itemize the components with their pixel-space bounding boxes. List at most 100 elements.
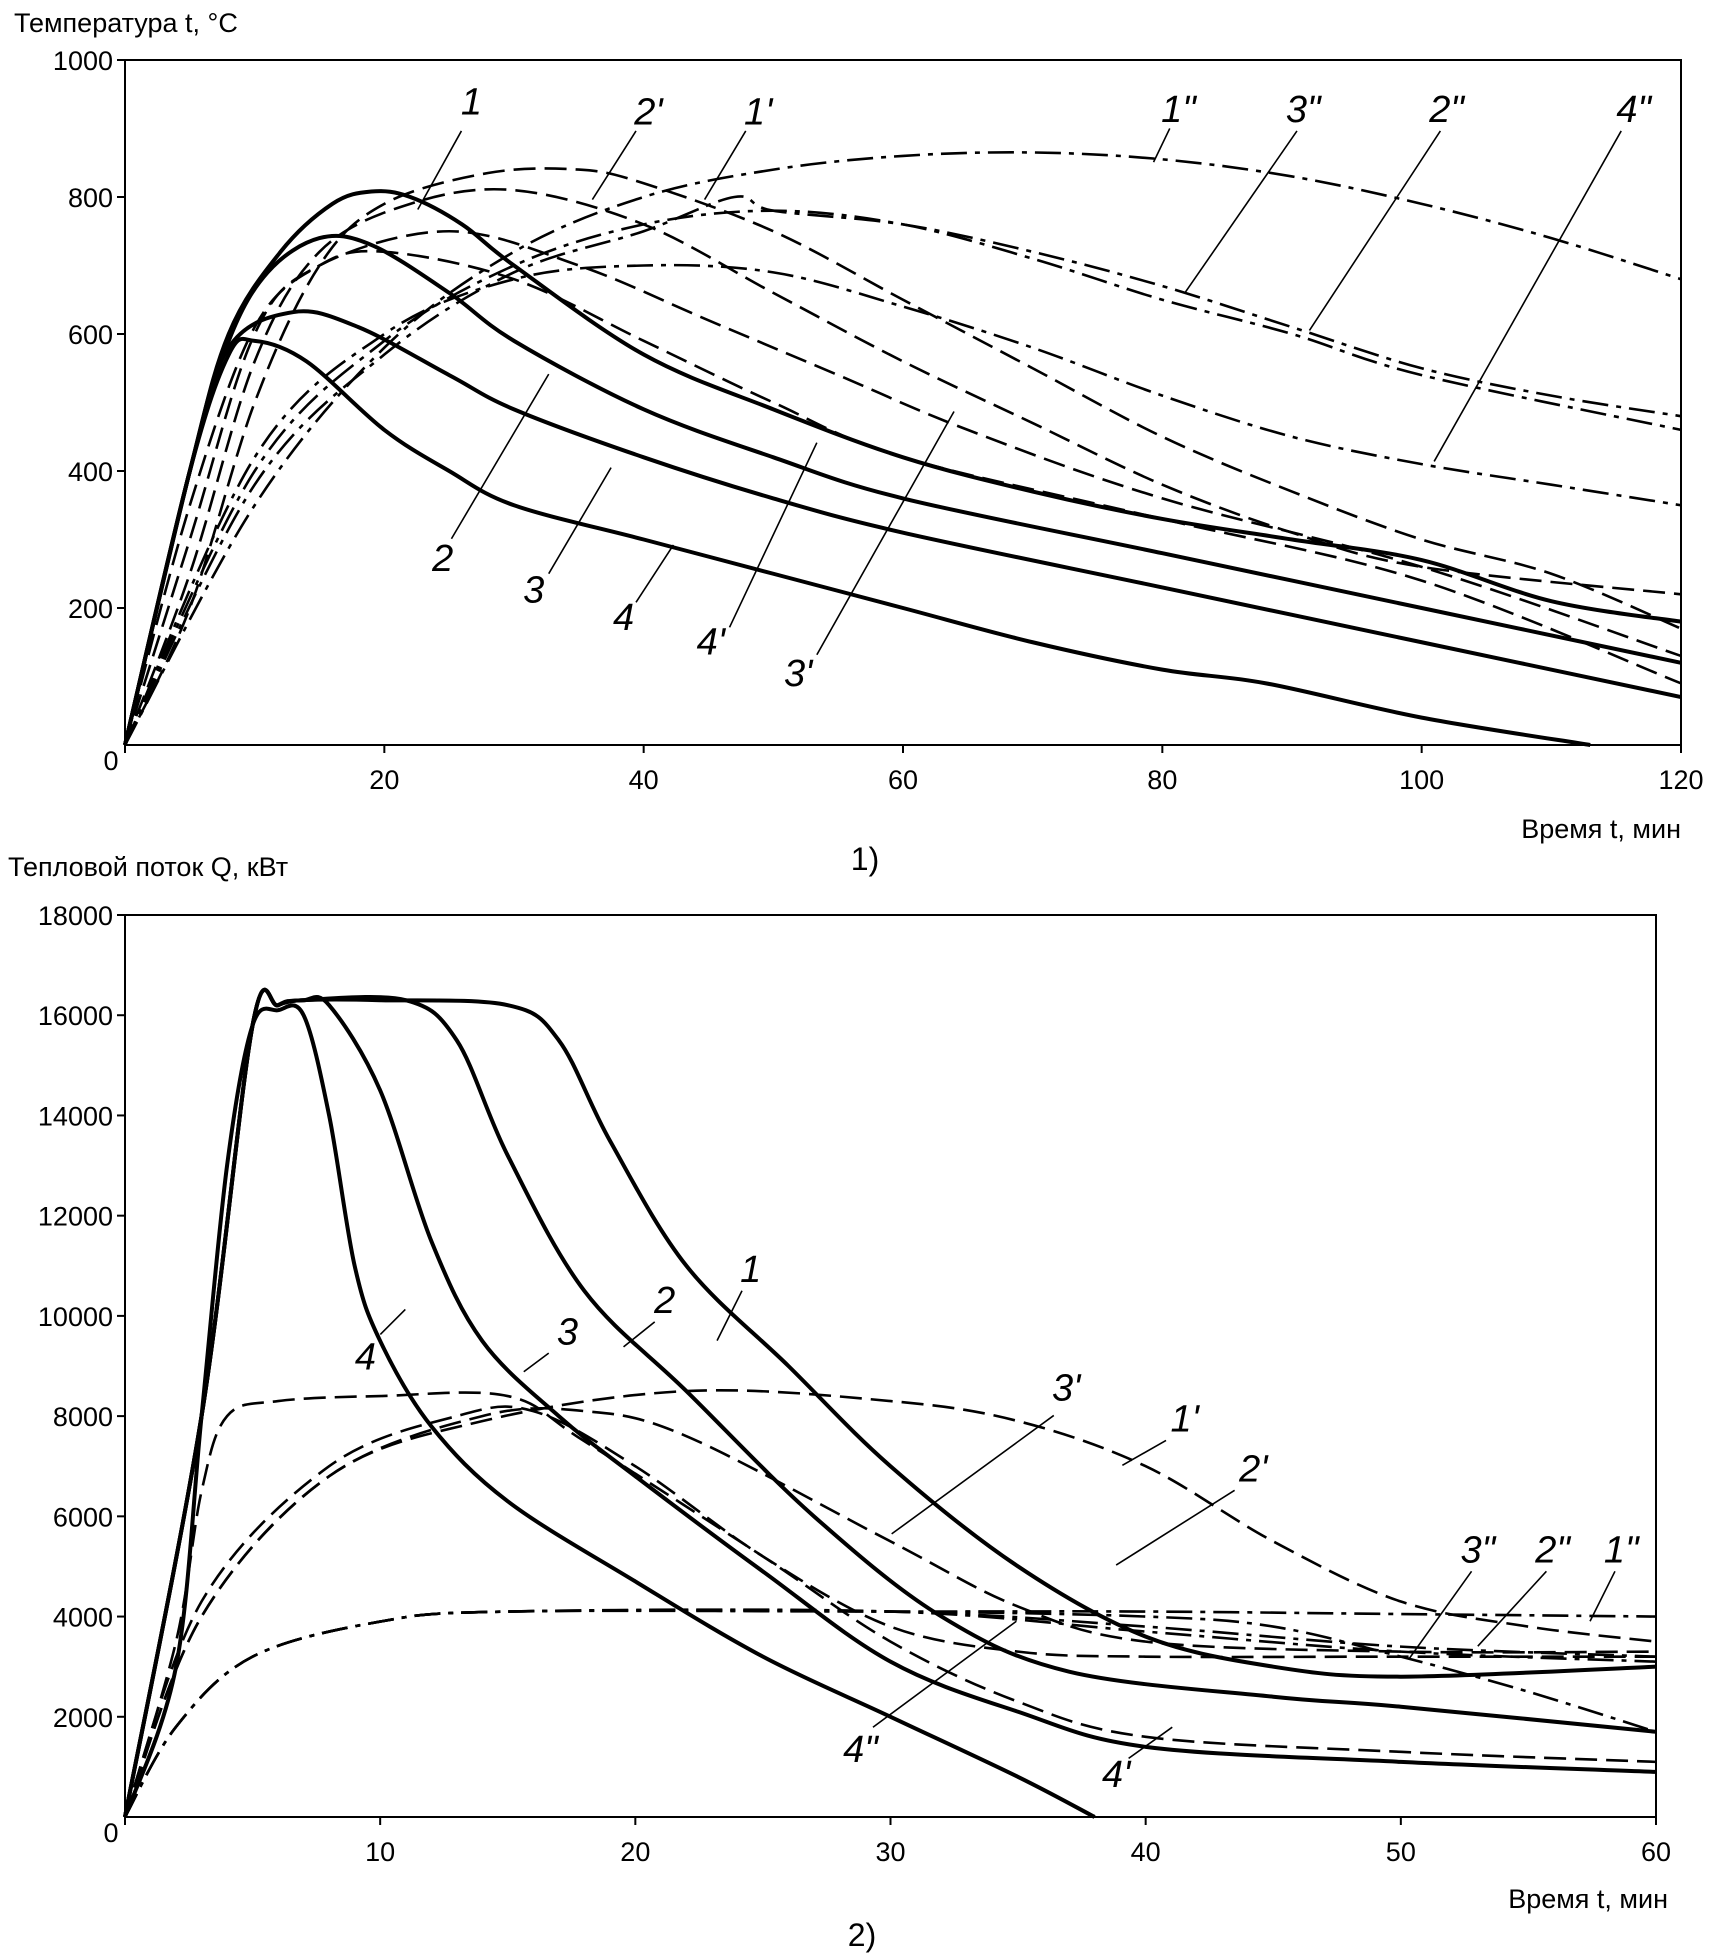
label-leader-line — [1128, 1726, 1173, 1760]
x-tick-label: 80 — [1147, 765, 1177, 795]
series-label: 2' — [1238, 1449, 1269, 1491]
label-leader-line — [1589, 1570, 1616, 1622]
x-tick-label: 100 — [1399, 765, 1444, 795]
series-label: 4" — [1616, 89, 1652, 131]
series-label: 3 — [557, 1311, 578, 1353]
y-tick-label: 400 — [68, 457, 113, 487]
label-leader-line — [872, 1620, 1017, 1728]
y-tick-label: 6000 — [53, 1502, 113, 1532]
y-tick-label: 18000 — [38, 901, 113, 931]
x-tick-label: 20 — [369, 765, 399, 795]
x-tick-label: 30 — [875, 1837, 905, 1867]
label-leader-line — [728, 442, 818, 628]
series-line-4 — [123, 336, 1591, 747]
series-line-3p — [123, 229, 1682, 746]
label-leader-line — [591, 130, 637, 200]
series-line-4 — [123, 1003, 1096, 1819]
label-leader-line — [716, 1290, 743, 1341]
x-tick-label: 40 — [629, 765, 659, 795]
series-label: 1 — [740, 1249, 761, 1291]
series-line-4pp — [123, 263, 1682, 746]
y-tick-label: 200 — [68, 594, 113, 624]
series-line-4pp — [123, 1609, 1657, 1818]
x-axis-label: Время t, мин — [1508, 1884, 1668, 1914]
series-label: 4" — [843, 1729, 879, 1771]
label-leader-line — [703, 130, 747, 200]
x-tick-label: 40 — [1131, 1837, 1161, 1867]
series-label: 1" — [1604, 1530, 1640, 1572]
label-leader-line — [1408, 1570, 1473, 1660]
series-label: 4 — [355, 1336, 376, 1378]
series-line-2p — [123, 187, 1682, 746]
label-leader-line — [417, 130, 463, 210]
series-label: 3" — [1460, 1530, 1496, 1572]
series-line-1pp — [123, 151, 1682, 746]
series-line-1p — [123, 167, 1682, 746]
x-tick-label: 60 — [888, 765, 918, 795]
series-line-4p — [123, 249, 1682, 746]
x-tick-label: 0 — [103, 746, 118, 776]
y-axis-label: Тепловой поток Q, кВт — [8, 852, 288, 882]
label-leader-line — [816, 411, 955, 656]
series-line-3pp — [123, 195, 1682, 746]
y-axis-label: Температура t, °C — [14, 8, 238, 38]
label-leader-line — [548, 467, 612, 575]
label-leader-line — [1184, 130, 1298, 294]
x-axis-label: Время t, мин — [1521, 814, 1681, 844]
label-leader-line — [1308, 130, 1442, 331]
series-line-1 — [123, 987, 1657, 1818]
label-leader-line — [379, 1308, 406, 1335]
y-tick-label: 8000 — [53, 1402, 113, 1432]
y-tick-label: 10000 — [38, 1302, 113, 1332]
label-leader-line — [523, 1352, 550, 1373]
x-tick-label: 20 — [620, 1837, 650, 1867]
series-label: 3 — [523, 569, 544, 611]
series-line-2pp — [123, 209, 1682, 746]
series-label: 3' — [784, 653, 814, 695]
y-tick-label: 4000 — [53, 1603, 113, 1633]
series-line-4p — [123, 1391, 1657, 1818]
series-label: 2" — [1534, 1530, 1571, 1572]
series-label: 1' — [1171, 1399, 1201, 1441]
series-label: 2' — [633, 92, 664, 134]
label-leader-line — [1121, 1439, 1167, 1467]
heat-flux-chart: Тепловой поток Q, кВт Время t, мин 2) 0 1… — [8, 852, 1671, 1953]
y-tick-label: 1000 — [53, 46, 113, 76]
x-tick-label: 120 — [1658, 765, 1703, 795]
series-label: 1" — [1161, 89, 1197, 131]
chart-caption: 1) — [851, 841, 879, 877]
label-leader-line — [891, 1414, 1055, 1535]
y-tick-label: 16000 — [38, 1001, 113, 1031]
label-leader-line — [1152, 128, 1171, 163]
temperature-chart: Температура t, °C Время t, мин 1) 0 20 40 6… — [14, 8, 1704, 877]
series-line-2p — [123, 1406, 1657, 1818]
series-line-3 — [123, 987, 1657, 1818]
y-tick-label: 800 — [68, 183, 113, 213]
label-leader-line — [635, 544, 675, 603]
label-leader-line — [1477, 1570, 1547, 1647]
series-label: 4 — [613, 597, 634, 639]
x-tick-label: 0 — [103, 1818, 118, 1848]
series-line-2 — [123, 233, 1682, 746]
y-tick-label: 2000 — [53, 1703, 113, 1733]
series-label: 2 — [653, 1280, 675, 1322]
series-label: 4' — [697, 622, 727, 664]
series-label: 3" — [1286, 89, 1322, 131]
chart-caption: 2) — [848, 1917, 876, 1953]
label-leader-line — [1115, 1489, 1236, 1566]
y-tick-label: 14000 — [38, 1101, 113, 1131]
y-tick-label: 600 — [68, 320, 113, 350]
series-line-2 — [123, 987, 1657, 1818]
series-label: 1 — [461, 82, 482, 124]
series-label: 2 — [431, 538, 453, 580]
x-tick-label: 10 — [365, 1837, 395, 1867]
series-label: 3' — [1052, 1367, 1082, 1409]
x-tick-label: 60 — [1641, 1837, 1671, 1867]
series-label: 1' — [744, 92, 774, 134]
series-label: 4' — [1102, 1754, 1132, 1796]
x-tick-label: 50 — [1386, 1837, 1416, 1867]
label-leader-line — [450, 373, 550, 540]
y-tick-label: 12000 — [38, 1202, 113, 1232]
label-leader-line — [1433, 130, 1622, 462]
